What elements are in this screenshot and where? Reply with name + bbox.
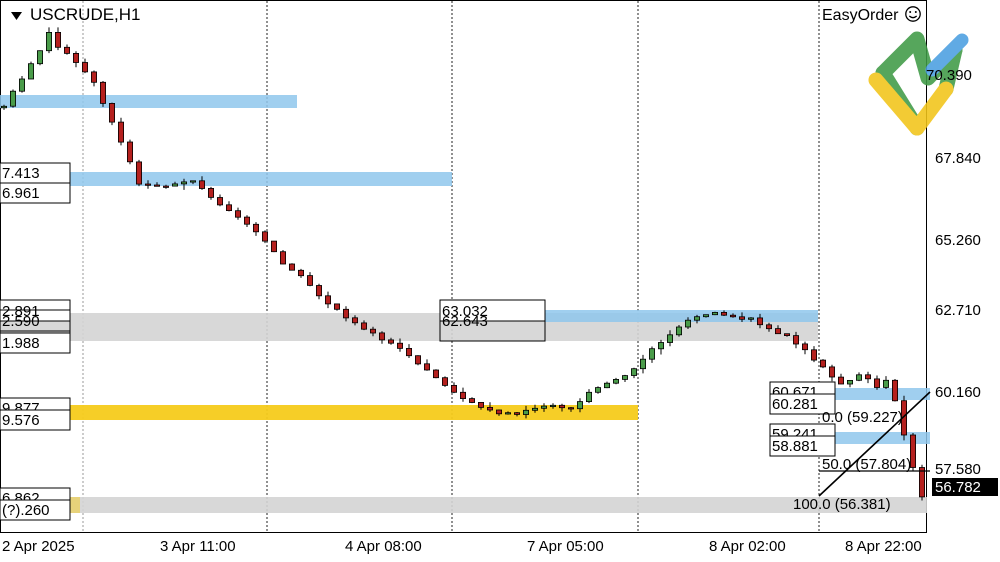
svg-text:4 Apr 08:00: 4 Apr 08:00 xyxy=(345,538,422,555)
svg-text:50.0 (57.804): 50.0 (57.804) xyxy=(822,456,911,473)
svg-text:7.413: 7.413 xyxy=(2,165,40,182)
svg-text:100.0 (56.381): 100.0 (56.381) xyxy=(793,496,891,513)
svg-text:3 Apr 11:00: 3 Apr 11:00 xyxy=(160,538,236,555)
svg-text:70.390: 70.390 xyxy=(926,67,972,84)
svg-text:67.840: 67.840 xyxy=(935,150,981,167)
svg-text:58.881: 58.881 xyxy=(772,438,818,455)
svg-text:65.260: 65.260 xyxy=(935,232,981,249)
svg-text:0.0 (59.227): 0.0 (59.227) xyxy=(822,409,903,426)
svg-text:57.580: 57.580 xyxy=(935,461,981,478)
svg-text:EasyOrder: EasyOrder xyxy=(822,7,899,24)
svg-text:60.281: 60.281 xyxy=(772,396,818,413)
svg-text:56.782: 56.782 xyxy=(935,479,981,496)
svg-text:1.988: 1.988 xyxy=(2,335,40,352)
svg-text:9.576: 9.576 xyxy=(2,412,40,429)
svg-text:62.710: 62.710 xyxy=(935,302,981,319)
svg-text:(?).260: (?).260 xyxy=(2,502,50,519)
svg-text:2 Apr 2025: 2 Apr 2025 xyxy=(2,538,75,555)
svg-text:7 Apr 05:00: 7 Apr 05:00 xyxy=(527,538,604,555)
svg-text:6.961: 6.961 xyxy=(2,185,40,202)
svg-text:USCRUDE,H1: USCRUDE,H1 xyxy=(30,5,141,24)
svg-text:60.160: 60.160 xyxy=(935,384,981,401)
svg-text:8 Apr 02:00: 8 Apr 02:00 xyxy=(709,538,786,555)
svg-text:8 Apr 22:00: 8 Apr 22:00 xyxy=(845,538,922,555)
